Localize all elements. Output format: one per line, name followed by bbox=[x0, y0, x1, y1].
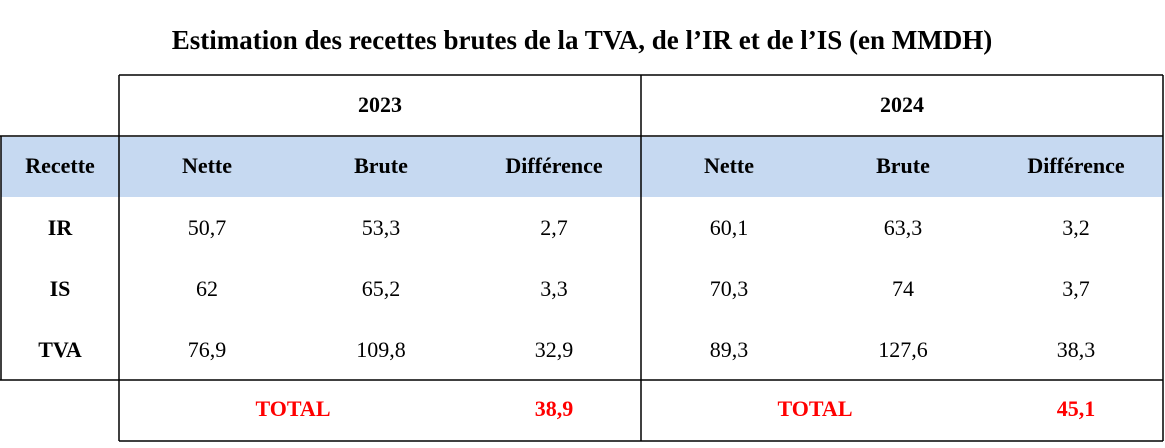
header-band bbox=[1, 137, 1163, 197]
column-header: Brute bbox=[354, 153, 408, 178]
column-header: Nette bbox=[182, 153, 232, 178]
cell: 3,7 bbox=[1062, 276, 1090, 301]
cell: 76,9 bbox=[188, 337, 227, 362]
cell: 38,3 bbox=[1057, 337, 1096, 362]
column-header: Recette bbox=[25, 153, 95, 178]
column-header: Brute bbox=[876, 153, 930, 178]
total-value: 45,1 bbox=[1057, 396, 1096, 421]
cell: 89,3 bbox=[710, 337, 749, 362]
column-header: Nette bbox=[704, 153, 754, 178]
total-label: TOTAL bbox=[256, 396, 331, 421]
column-header: Différence bbox=[505, 153, 603, 178]
cell: 70,3 bbox=[710, 276, 749, 301]
table-rules bbox=[0, 74, 1164, 442]
cell: 65,2 bbox=[362, 276, 401, 301]
cell: 3,3 bbox=[540, 276, 568, 301]
cell: 2,7 bbox=[540, 215, 568, 240]
cell: 62 bbox=[196, 276, 218, 301]
row-header: TVA bbox=[38, 337, 82, 362]
year-header: 2024 bbox=[880, 92, 924, 117]
title: Estimation des recettes brutes de la TVA… bbox=[172, 25, 992, 55]
cell: 109,8 bbox=[356, 337, 406, 362]
total-value: 38,9 bbox=[535, 396, 574, 421]
cell: 3,2 bbox=[1062, 215, 1090, 240]
cell: 127,6 bbox=[878, 337, 928, 362]
total-label: TOTAL bbox=[778, 396, 853, 421]
row-header: IS bbox=[50, 276, 71, 301]
cell: 32,9 bbox=[535, 337, 574, 362]
cell: 74 bbox=[892, 276, 914, 301]
cell: 53,3 bbox=[362, 215, 401, 240]
cell: 60,1 bbox=[710, 215, 749, 240]
year-header: 2023 bbox=[358, 92, 402, 117]
column-header: Différence bbox=[1027, 153, 1125, 178]
cell: 63,3 bbox=[884, 215, 923, 240]
cell: 50,7 bbox=[188, 215, 227, 240]
row-header: IR bbox=[48, 215, 74, 240]
